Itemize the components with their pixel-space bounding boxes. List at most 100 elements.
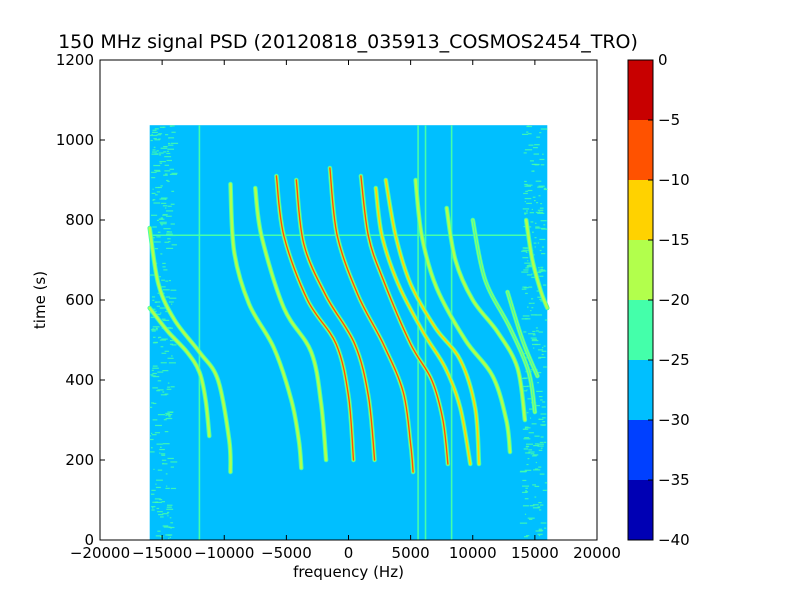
- band-edge-noise: [532, 507, 540, 509]
- band-edge-noise: [522, 428, 529, 430]
- band-edge-noise: [522, 315, 530, 317]
- band-edge-noise: [156, 305, 161, 307]
- band-edge-noise: [152, 151, 157, 153]
- band-edge-noise: [528, 432, 534, 434]
- band-edge-noise: [160, 223, 167, 225]
- band-edge-noise: [166, 179, 169, 182]
- band-edge-noise: [532, 302, 535, 304]
- band-edge-noise: [161, 459, 167, 461]
- band-edge-noise: [151, 131, 158, 133]
- band-edge-noise: [528, 452, 530, 454]
- band-edge-noise: [533, 254, 535, 256]
- band-edge-noise: [161, 279, 165, 281]
- band-edge-noise: [154, 169, 161, 171]
- x-axis-label: frequency (Hz): [293, 563, 404, 581]
- colorbar-segment: [628, 300, 653, 360]
- band-edge-noise: [523, 448, 529, 450]
- band-edge-noise: [163, 151, 167, 153]
- doppler-trace: [506, 291, 539, 377]
- band-edge-noise: [159, 307, 166, 309]
- band-edge-noise: [528, 449, 533, 451]
- band-edge-noise: [153, 468, 155, 470]
- colorbar-tick-label: −30: [658, 411, 690, 429]
- band-edge-noise: [151, 177, 156, 179]
- band-edge-noise: [170, 223, 175, 225]
- colorbar-segment: [628, 120, 653, 180]
- band-edge-noise: [162, 126, 166, 128]
- band-edge-noise: [526, 274, 532, 276]
- band-edge-noise: [168, 526, 175, 529]
- band-edge-noise: [534, 496, 537, 498]
- band-edge-noise: [159, 286, 166, 288]
- band-edge-noise: [164, 350, 170, 352]
- band-edge-noise: [151, 506, 156, 508]
- band-edge-noise: [537, 186, 544, 188]
- band-edge-noise: [152, 419, 158, 421]
- x-tick-label: 15000: [511, 544, 559, 562]
- band-edge-noise: [524, 200, 526, 203]
- band-edge-noise: [534, 237, 537, 239]
- doppler-trace: [472, 219, 536, 413]
- band-edge-noise: [531, 298, 534, 300]
- band-edge-noise: [534, 468, 539, 470]
- band-edge-noise: [167, 142, 171, 145]
- band-edge-noise: [151, 214, 158, 216]
- band-edge-noise: [532, 504, 539, 506]
- band-edge-noise: [165, 327, 172, 329]
- band-edge-noise: [157, 530, 161, 532]
- band-edge-noise: [166, 233, 173, 235]
- band-edge-noise: [542, 346, 544, 349]
- band-edge-noise: [540, 436, 544, 438]
- band-edge-noise: [152, 226, 157, 228]
- band-edge-noise: [535, 314, 543, 316]
- colorbar-tick-label: −5: [658, 111, 680, 129]
- band-edge-noise: [525, 490, 527, 492]
- band-edge-noise: [530, 453, 535, 455]
- band-edge-noise: [157, 380, 162, 382]
- band-edge-noise: [161, 318, 166, 320]
- band-edge-noise: [538, 529, 544, 531]
- band-edge-noise: [151, 489, 156, 491]
- band-edge-noise: [153, 146, 156, 148]
- band-edge-noise: [151, 432, 153, 434]
- band-edge-noise: [158, 218, 165, 220]
- band-edge-noise: [538, 534, 541, 537]
- band-edge-noise: [521, 271, 529, 273]
- doppler-trace: [414, 179, 511, 453]
- band-edge-noise: [155, 327, 158, 330]
- band-edge-noise: [158, 138, 161, 140]
- x-tick-label: 5000: [392, 544, 430, 562]
- band-edge-noise: [169, 168, 175, 170]
- band-edge-noise: [169, 536, 172, 539]
- band-edge-noise: [536, 202, 539, 204]
- colorbar-segment: [628, 240, 653, 300]
- band-edge-noise: [152, 372, 157, 375]
- band-edge-noise: [544, 482, 548, 484]
- band-edge-noise: [165, 534, 173, 536]
- plot-area: [100, 60, 597, 540]
- band-edge-noise: [543, 187, 547, 189]
- band-edge-noise: [533, 469, 541, 471]
- band-edge-noise: [151, 330, 156, 332]
- band-edge-noise: [155, 313, 161, 315]
- band-edge-noise: [159, 160, 166, 163]
- band-edge-noise: [152, 387, 158, 389]
- band-edge-noise: [151, 375, 156, 377]
- band-edge-noise: [530, 314, 537, 316]
- band-edge-noise: [521, 250, 528, 252]
- doppler-trace: [375, 187, 471, 465]
- band-edge-noise: [539, 249, 542, 252]
- band-edge-noise: [166, 152, 171, 155]
- band-edge-noise: [542, 421, 546, 423]
- band-edge-noise: [534, 443, 539, 445]
- band-edge-noise: [539, 132, 542, 134]
- band-edge-noise: [167, 511, 170, 513]
- band-edge-noise: [531, 307, 534, 309]
- band-edge-noise: [536, 390, 543, 392]
- band-edge-noise: [525, 251, 528, 254]
- band-edge-noise: [159, 126, 164, 128]
- band-edge-noise: [541, 246, 545, 248]
- band-edge-noise: [528, 518, 533, 520]
- band-edge-noise: [167, 205, 172, 207]
- doppler-trace: [360, 175, 449, 465]
